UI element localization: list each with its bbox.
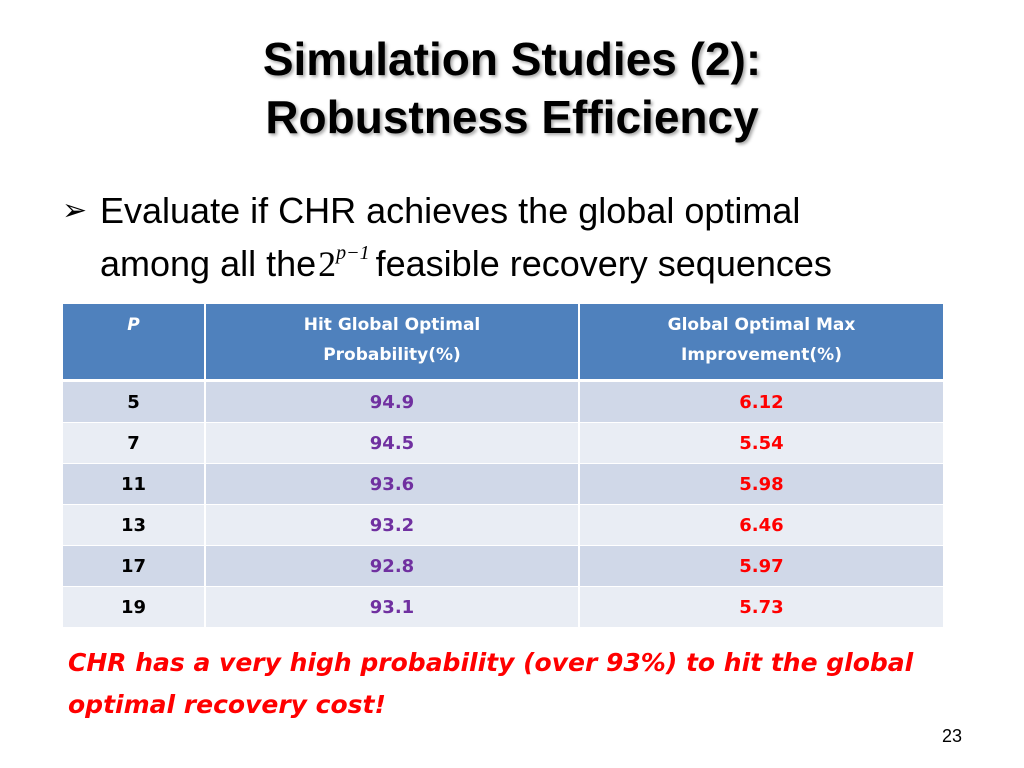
bullet-line-2-end: feasible recovery sequences xyxy=(375,243,832,284)
bullet-line-2-start: among all the xyxy=(100,243,317,284)
cell-hit-probability: 93.1 xyxy=(205,586,580,628)
cell-max-improvement: 5.54 xyxy=(579,422,943,464)
arrow-bullet-icon: ➢ xyxy=(62,194,88,227)
table-row: 7 94.5 5.54 xyxy=(63,422,943,464)
bullet-line-2: among all the2p−1 feasible recovery seque… xyxy=(100,234,962,287)
table-row: 5 94.9 6.12 xyxy=(63,380,943,423)
math-exponent: p−1 xyxy=(336,242,370,264)
cell-hit-probability: 92.8 xyxy=(205,545,580,587)
table-row: 19 93.1 5.73 xyxy=(63,586,943,628)
header-hit-line-2: Probability(%) xyxy=(323,345,461,365)
header-max-improvement: Global Optimal Max Improvement(%) xyxy=(579,304,943,382)
table-header-row: P Hit Global Optimal Probability(%) Glob… xyxy=(63,304,943,382)
conclusion-line-1: CHR has a very high probability (over 93… xyxy=(68,648,914,677)
header-p: P xyxy=(63,304,206,382)
cell-max-improvement: 5.97 xyxy=(579,545,943,587)
header-imp-line-2: Improvement(%) xyxy=(681,345,842,365)
bullet-point: ➢ Evaluate if CHR achieves the global op… xyxy=(62,188,962,287)
cell-hit-probability: 94.9 xyxy=(205,380,580,423)
cell-max-improvement: 5.73 xyxy=(579,586,943,628)
results-table: P Hit Global Optimal Probability(%) Glob… xyxy=(63,304,943,628)
cell-p: 19 xyxy=(63,586,206,628)
table-row: 17 92.8 5.97 xyxy=(63,545,943,587)
cell-hit-probability: 93.2 xyxy=(205,504,580,546)
cell-p: 13 xyxy=(63,504,206,546)
cell-max-improvement: 6.12 xyxy=(579,380,943,423)
cell-p: 5 xyxy=(63,380,206,423)
math-base: 2 xyxy=(318,244,337,284)
cell-hit-probability: 94.5 xyxy=(205,422,580,464)
cell-p: 7 xyxy=(63,422,206,464)
page-number: 23 xyxy=(941,726,962,746)
slide-title: Simulation Studies (2): Robustness Effic… xyxy=(0,30,1024,146)
cell-p: 17 xyxy=(63,545,206,587)
math-formula: 2p−1 xyxy=(318,242,370,284)
cell-max-improvement: 5.98 xyxy=(579,463,943,505)
header-hit-probability: Hit Global Optimal Probability(%) xyxy=(205,304,580,382)
bullet-line-1: Evaluate if CHR achieves the global opti… xyxy=(100,190,801,231)
conclusion-line-2: optimal recovery cost! xyxy=(68,690,386,719)
table-row: 13 93.2 6.46 xyxy=(63,504,943,546)
conclusion-text: CHR has a very high probability (over 93… xyxy=(68,642,948,726)
cell-hit-probability: 93.6 xyxy=(205,463,580,505)
table-row: 11 93.6 5.98 xyxy=(63,463,943,505)
header-imp-line-1: Global Optimal Max xyxy=(667,315,856,335)
title-line-1: Simulation Studies (2): xyxy=(262,33,762,85)
cell-max-improvement: 6.46 xyxy=(579,504,943,546)
title-line-2: Robustness Efficiency xyxy=(265,91,759,143)
cell-p: 11 xyxy=(63,463,206,505)
header-hit-line-1: Hit Global Optimal xyxy=(303,315,481,335)
